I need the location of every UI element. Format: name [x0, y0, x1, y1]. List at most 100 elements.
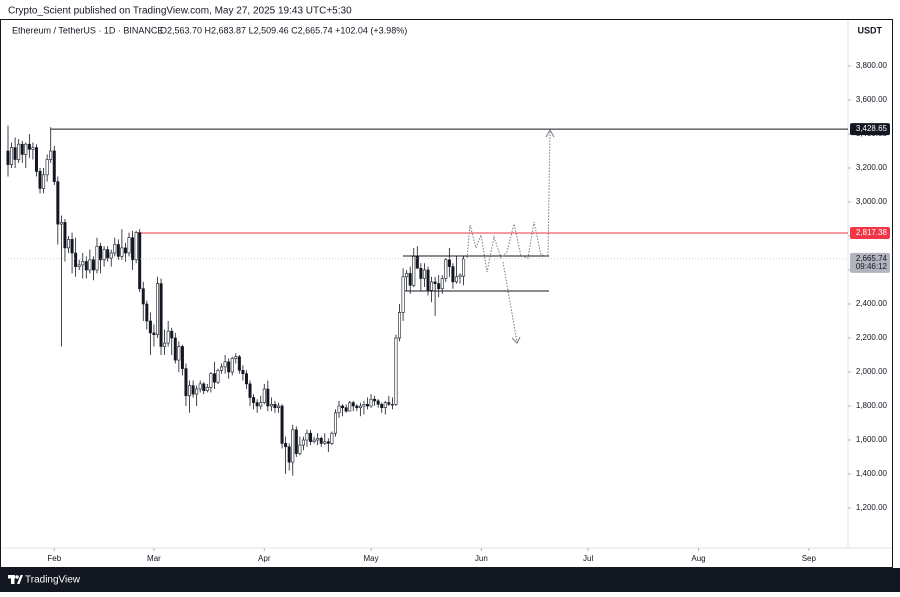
- tradingview-logo: [8, 575, 23, 584]
- y-tick-label: 2,000.00: [856, 367, 888, 376]
- candle-body: [462, 258, 466, 277]
- candle-body: [138, 232, 142, 290]
- candle-body: [380, 403, 384, 408]
- candle-body: [433, 281, 437, 284]
- candle-body: [52, 150, 56, 182]
- candle-body: [305, 432, 309, 441]
- candle-body: [220, 366, 224, 371]
- x-tick-label: Feb: [47, 554, 61, 563]
- ohlc-legend: O2,563.70 H2,683.87 L2,509.46 C2,665.74 …: [160, 25, 407, 35]
- candle-body: [56, 181, 60, 225]
- candle-body: [405, 273, 409, 278]
- candle-body: [10, 147, 14, 165]
- candle-body: [348, 402, 352, 412]
- candle-body: [95, 245, 99, 271]
- logo-shape: [17, 575, 23, 584]
- candle-body: [67, 239, 71, 249]
- candle-body: [333, 412, 337, 434]
- candle-body: [31, 147, 35, 150]
- level-label-box: [850, 123, 890, 136]
- candle-body: [252, 397, 256, 403]
- candle-body: [173, 337, 177, 361]
- candle-body: [419, 267, 423, 279]
- candle-body: [387, 402, 391, 405]
- candle-body: [241, 369, 245, 374]
- candle-body: [358, 405, 362, 409]
- candle-body: [38, 171, 42, 189]
- last-price-box: [850, 252, 890, 273]
- candle-body: [458, 274, 462, 278]
- candle-body: [330, 432, 334, 444]
- logo-shape: [11, 575, 15, 584]
- candle-body: [116, 244, 120, 257]
- candle-body: [24, 143, 28, 155]
- candle-body: [394, 337, 398, 405]
- currency: USDT: [858, 25, 883, 35]
- candle-body: [188, 385, 192, 397]
- candle-body: [145, 303, 149, 322]
- candle-body: [230, 358, 234, 373]
- candle-body: [440, 278, 444, 289]
- candle-body: [269, 403, 273, 407]
- candle-body: [351, 402, 355, 407]
- footer-bar: [0, 568, 900, 592]
- candle-body: [383, 402, 387, 409]
- candle-body: [255, 402, 259, 407]
- candle-body: [70, 239, 74, 254]
- candle-body: [373, 398, 377, 402]
- bullish-path: [466, 131, 551, 273]
- candle-body: [166, 330, 170, 344]
- candle-body: [163, 342, 167, 347]
- candle-body: [344, 407, 348, 412]
- level-label-box: [850, 227, 890, 240]
- candle-body: [287, 446, 291, 463]
- y-tick-label: 3,800.00: [856, 61, 888, 70]
- candle-body: [369, 398, 373, 407]
- symbol-title: Ethereum / TetherUS · 1D · BINANCE: [12, 25, 163, 35]
- y-tick-label: 1,200.00: [856, 503, 888, 512]
- candle-body: [390, 403, 394, 406]
- candle-body: [291, 429, 295, 463]
- level-label: 3,428.65: [856, 124, 888, 133]
- x-tick-label: Sep: [802, 554, 817, 563]
- candle-body: [191, 385, 195, 395]
- candle-body: [184, 368, 188, 397]
- candle-body: [444, 259, 448, 279]
- candle-body: [198, 383, 202, 390]
- candle-body: [152, 332, 156, 335]
- candle-body: [294, 429, 298, 454]
- candle-body: [447, 259, 451, 267]
- projection-drawing: [403, 128, 555, 344]
- candle-body: [113, 244, 117, 254]
- y-tick-label: 1,600.00: [856, 435, 888, 444]
- candle-body: [42, 174, 46, 189]
- candle-body: [123, 247, 127, 254]
- candle-body: [326, 441, 330, 444]
- candle-body: [248, 383, 252, 398]
- candle-body: [337, 405, 341, 414]
- candle-body: [74, 252, 78, 267]
- candle-body: [316, 437, 320, 441]
- candle-body: [280, 405, 284, 444]
- candle-body: [362, 403, 366, 407]
- candle-body: [134, 232, 138, 261]
- candle-body: [13, 147, 17, 160]
- candle-body: [102, 249, 106, 261]
- candle-body: [148, 320, 152, 334]
- candle-body: [437, 283, 441, 290]
- candle-body: [109, 252, 113, 259]
- candle-body: [99, 245, 103, 261]
- countdown-label: 09:46:12: [856, 262, 888, 271]
- plot-area: [6, 125, 848, 476]
- candle-body: [159, 283, 163, 347]
- byline: Crypto_Scient published on TradingView.c…: [8, 6, 352, 17]
- candle-body: [91, 259, 95, 271]
- candle-body: [408, 273, 412, 286]
- candle-body: [170, 330, 174, 339]
- candle-body: [277, 405, 281, 409]
- y-tick-label: 3,000.00: [856, 197, 888, 206]
- candle-body: [266, 388, 270, 407]
- candle-body: [88, 259, 92, 271]
- candle-body: [127, 237, 131, 254]
